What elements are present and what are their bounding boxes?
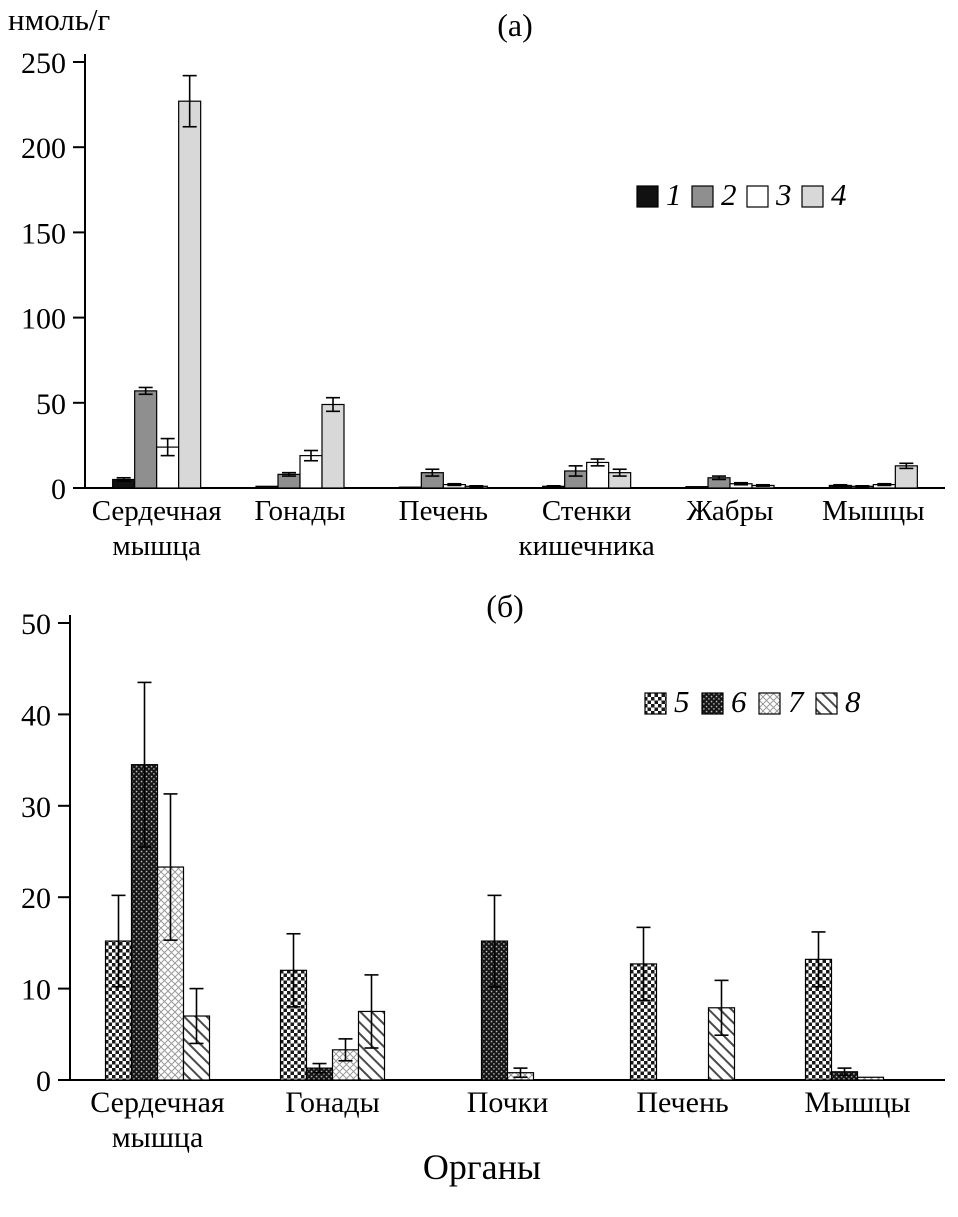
x-category-label: Печень bbox=[399, 495, 488, 527]
y-axis-label: нмоль/г bbox=[8, 2, 110, 37]
x-category-label: Жабры bbox=[687, 495, 774, 527]
y-tick-label: 50 bbox=[36, 388, 66, 421]
legend-label-5: 5 bbox=[674, 684, 690, 719]
bar-1 bbox=[255, 485, 279, 489]
y-tick-label: 40 bbox=[21, 699, 51, 732]
legend-swatch-7 bbox=[758, 692, 781, 715]
legend-label-8: 8 bbox=[845, 684, 861, 719]
x-category-label: Мышцы bbox=[822, 495, 925, 527]
legend-swatch-4 bbox=[801, 185, 824, 208]
x-category-label: Печень bbox=[636, 1086, 728, 1119]
x-category-label: Почки bbox=[467, 1086, 549, 1119]
panel-a-title: (а) bbox=[497, 7, 533, 43]
chart-panel-a: нмоль/г (а) 0 50 100 150 200 250 Сердечнаямышц… bbox=[8, 2, 945, 562]
x-category-label: Сердечная bbox=[92, 495, 222, 527]
y-tick-label: 10 bbox=[21, 974, 51, 1007]
bar-1 bbox=[685, 486, 709, 489]
legend-label-1: 1 bbox=[666, 177, 682, 212]
y-tick-label: 50 bbox=[21, 608, 51, 641]
legend-swatch-8 bbox=[815, 692, 838, 715]
bar-1 bbox=[398, 486, 422, 489]
x-category-label: мышца bbox=[112, 1121, 204, 1154]
x-category-label: Гонады bbox=[254, 495, 345, 527]
x-category-label: Сердечная bbox=[90, 1086, 225, 1119]
x-axis-label: Органы bbox=[423, 1147, 541, 1187]
x-category-label: Гонады bbox=[285, 1086, 380, 1119]
legend-label-4: 4 bbox=[831, 177, 847, 212]
y-tick-label: 200 bbox=[21, 132, 66, 165]
bar-5 bbox=[804, 958, 833, 1081]
bar-7 bbox=[856, 1076, 885, 1081]
panel-b-title: (б) bbox=[486, 588, 524, 624]
y-tick-label: 150 bbox=[21, 217, 66, 250]
y-tick-label: 30 bbox=[21, 791, 51, 824]
y-tick-label: 20 bbox=[21, 882, 51, 915]
bar-4 bbox=[178, 100, 202, 489]
x-category-label: кишечника bbox=[519, 530, 655, 562]
y-tick-label: 100 bbox=[21, 303, 66, 336]
bar-4 bbox=[321, 403, 345, 489]
legend-swatch-1 bbox=[636, 185, 659, 208]
legend-swatch-6 bbox=[701, 692, 724, 715]
legend-label-2: 2 bbox=[721, 177, 737, 212]
x-category-label: мышца bbox=[112, 530, 201, 562]
x-category-label: Стенки bbox=[542, 495, 632, 527]
legend-swatch-3 bbox=[746, 185, 769, 208]
legend-label-6: 6 bbox=[731, 684, 747, 719]
legend-swatch-5 bbox=[644, 692, 667, 715]
x-category-label: Мышцы bbox=[804, 1086, 910, 1119]
bar-2 bbox=[134, 390, 158, 489]
y-tick-label: 0 bbox=[51, 473, 66, 506]
legend-swatch-2 bbox=[691, 185, 714, 208]
y-tick-label: 0 bbox=[36, 1065, 51, 1098]
y-tick-label: 250 bbox=[21, 47, 66, 80]
legend-label-3: 3 bbox=[775, 177, 792, 212]
legend-label-7: 7 bbox=[788, 684, 805, 719]
